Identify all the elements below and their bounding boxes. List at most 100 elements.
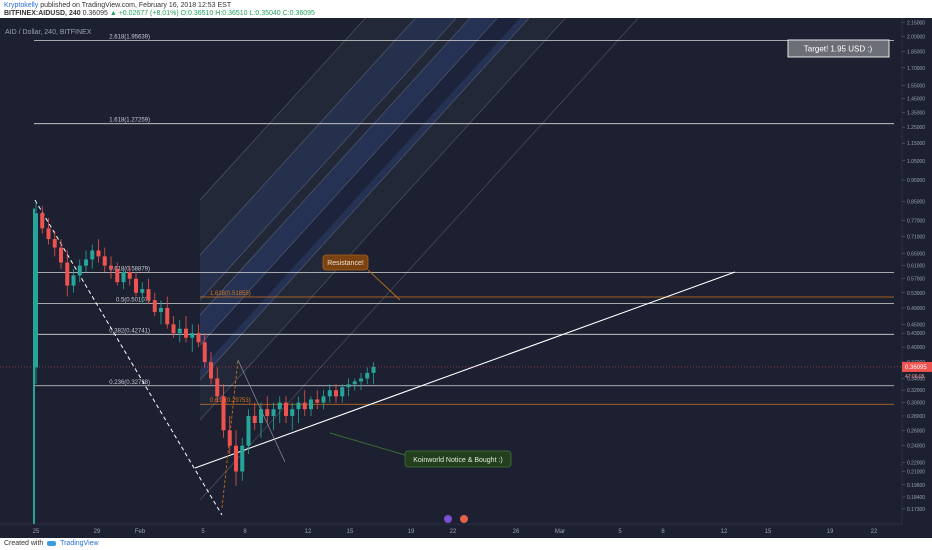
candle-body-6 xyxy=(71,275,76,286)
price-label-19: 0.45000 xyxy=(907,322,925,328)
candle-body-31 xyxy=(227,430,232,446)
time-label-2: Feb xyxy=(135,529,146,535)
author-link[interactable]: Kryptokelly xyxy=(4,2,39,9)
channel-line-2 xyxy=(199,18,457,301)
price-label-13: 0.71000 xyxy=(907,234,925,240)
price-label-33: 0.17300 xyxy=(907,507,925,513)
annotations: Target! 1.95 USD :) Resistance! Koinworl… xyxy=(322,39,890,468)
resistance-arrow xyxy=(367,269,401,301)
last-price-tag xyxy=(902,361,932,372)
channel-blue-band-lower xyxy=(200,18,530,380)
time-axis-panel[interactable] xyxy=(0,524,902,538)
candle-body-32 xyxy=(234,445,238,472)
price-label-9: 1.05000 xyxy=(907,159,925,165)
price-label-8: 1.15000 xyxy=(907,141,925,147)
channel-line-7 xyxy=(199,18,639,501)
candle-body-14 xyxy=(121,272,126,283)
candle-body-54 xyxy=(371,366,376,373)
candle-body-26 xyxy=(196,333,201,343)
price-label-2: 1.85000 xyxy=(907,49,925,55)
candle-body-40 xyxy=(284,402,288,416)
candle-body-35 xyxy=(252,415,257,423)
target-callout-box[interactable] xyxy=(787,39,890,58)
price-label-23: 0.34000 xyxy=(907,376,925,382)
notice-arrow xyxy=(329,432,406,456)
price-axis-panel[interactable] xyxy=(902,18,932,524)
candle-body-12 xyxy=(109,265,113,269)
target-callout-text: Target! 1.95 USD :) xyxy=(804,45,873,54)
time-label-4: 8 xyxy=(243,529,247,535)
price-label-31: 0.19600 xyxy=(907,483,925,489)
channel-outer-band xyxy=(200,18,566,420)
publisher-line: Kryptokelly published on TradingView.com… xyxy=(4,1,231,10)
notice-callout-box[interactable] xyxy=(404,450,512,468)
candle-body-9 xyxy=(90,250,95,260)
price-label-11: 0.85000 xyxy=(907,200,925,206)
notice-callout-text: Koinworld Notice & Bought :) xyxy=(413,457,503,464)
channel-line-0 xyxy=(199,18,366,201)
candle-body-37 xyxy=(265,409,270,416)
time-label-7: 19 xyxy=(408,529,415,535)
rising-support-line xyxy=(194,271,736,469)
candle-body-18 xyxy=(146,289,151,301)
candle-body-50 xyxy=(346,384,351,388)
price-label-26: 0.28000 xyxy=(907,414,925,420)
event-icon-2[interactable] xyxy=(460,515,468,523)
pitchfork-channel xyxy=(199,18,639,501)
resistance-callout-text: Resistance! xyxy=(327,260,364,267)
candle-body-30 xyxy=(221,396,226,431)
candle-body-11 xyxy=(102,256,107,266)
candle-body-25 xyxy=(190,333,195,338)
candle-body-44 xyxy=(309,399,313,410)
created-with: Created with TradingView xyxy=(4,540,99,547)
price-label-21: 0.40000 xyxy=(907,345,925,351)
price-label-16: 0.57000 xyxy=(907,277,925,283)
candle-body-15 xyxy=(127,272,132,279)
publisher-header: Kryptokelly published on TradingView.com… xyxy=(0,0,932,18)
candle-body-34 xyxy=(246,415,251,446)
footer: Created with TradingView xyxy=(0,538,932,550)
price-label-28: 0.24000 xyxy=(907,444,925,450)
candle-body-20 xyxy=(159,307,163,312)
channel-line-5 xyxy=(199,18,530,381)
tradingview-logo-icon xyxy=(47,540,57,546)
time-label-9: 26 xyxy=(513,529,520,535)
event-icon-1[interactable] xyxy=(444,515,452,523)
candle-body-43 xyxy=(302,402,307,410)
price-label-20: 0.43000 xyxy=(907,331,925,337)
time-label-1: 29 xyxy=(94,529,101,535)
candle-body-16 xyxy=(134,278,138,293)
candle-body-8 xyxy=(84,259,88,266)
price-label-0: 2.15000 xyxy=(907,20,925,26)
resistance-callout-box[interactable] xyxy=(322,254,369,271)
price-label-1: 2.00000 xyxy=(907,34,925,40)
time-label-12: 8 xyxy=(661,529,665,535)
channel-line-6 xyxy=(199,18,566,421)
candle-body-33 xyxy=(240,445,245,472)
time-label-5: 12 xyxy=(305,529,312,535)
candle-body-42 xyxy=(296,402,301,410)
last-price-tag-text: 0.36095 xyxy=(905,365,927,371)
published-text: published on TradingView.com, February 1… xyxy=(40,2,232,9)
candle-body-53 xyxy=(365,372,370,379)
time-label-11: 5 xyxy=(618,529,622,535)
candle-body-49 xyxy=(340,387,345,397)
candle-body-47 xyxy=(327,390,332,397)
close-text: C:0.36095 xyxy=(282,10,315,17)
price-label-17: 0.53000 xyxy=(907,291,925,297)
price-label-10: 0.95000 xyxy=(907,178,925,184)
price-label-29: 0.22000 xyxy=(907,461,925,467)
price-chart[interactable]: 2.618(1.95639)1.618(1.27259)0.618(0.5887… xyxy=(0,18,932,538)
last-price-text: 0.36095 xyxy=(82,10,108,17)
candle-body-28 xyxy=(209,362,213,379)
candle-body-19 xyxy=(152,300,157,312)
change-text: ▲ +0.02677 (+8.01%) xyxy=(109,10,179,17)
fib-label-4: 0.382(0.42741) xyxy=(109,328,150,334)
axes: 2.15000 2.00000 1.85000 1.70000 1.55000 1.450… xyxy=(0,18,932,538)
time-label-16: 22 xyxy=(871,529,878,535)
candle-body-23 xyxy=(177,328,182,334)
tradingview-link[interactable]: TradingView xyxy=(60,540,99,547)
price-label-3: 1.70000 xyxy=(907,66,925,72)
price-label-4: 1.55000 xyxy=(907,84,925,90)
price-label-27: 0.26000 xyxy=(907,428,925,434)
